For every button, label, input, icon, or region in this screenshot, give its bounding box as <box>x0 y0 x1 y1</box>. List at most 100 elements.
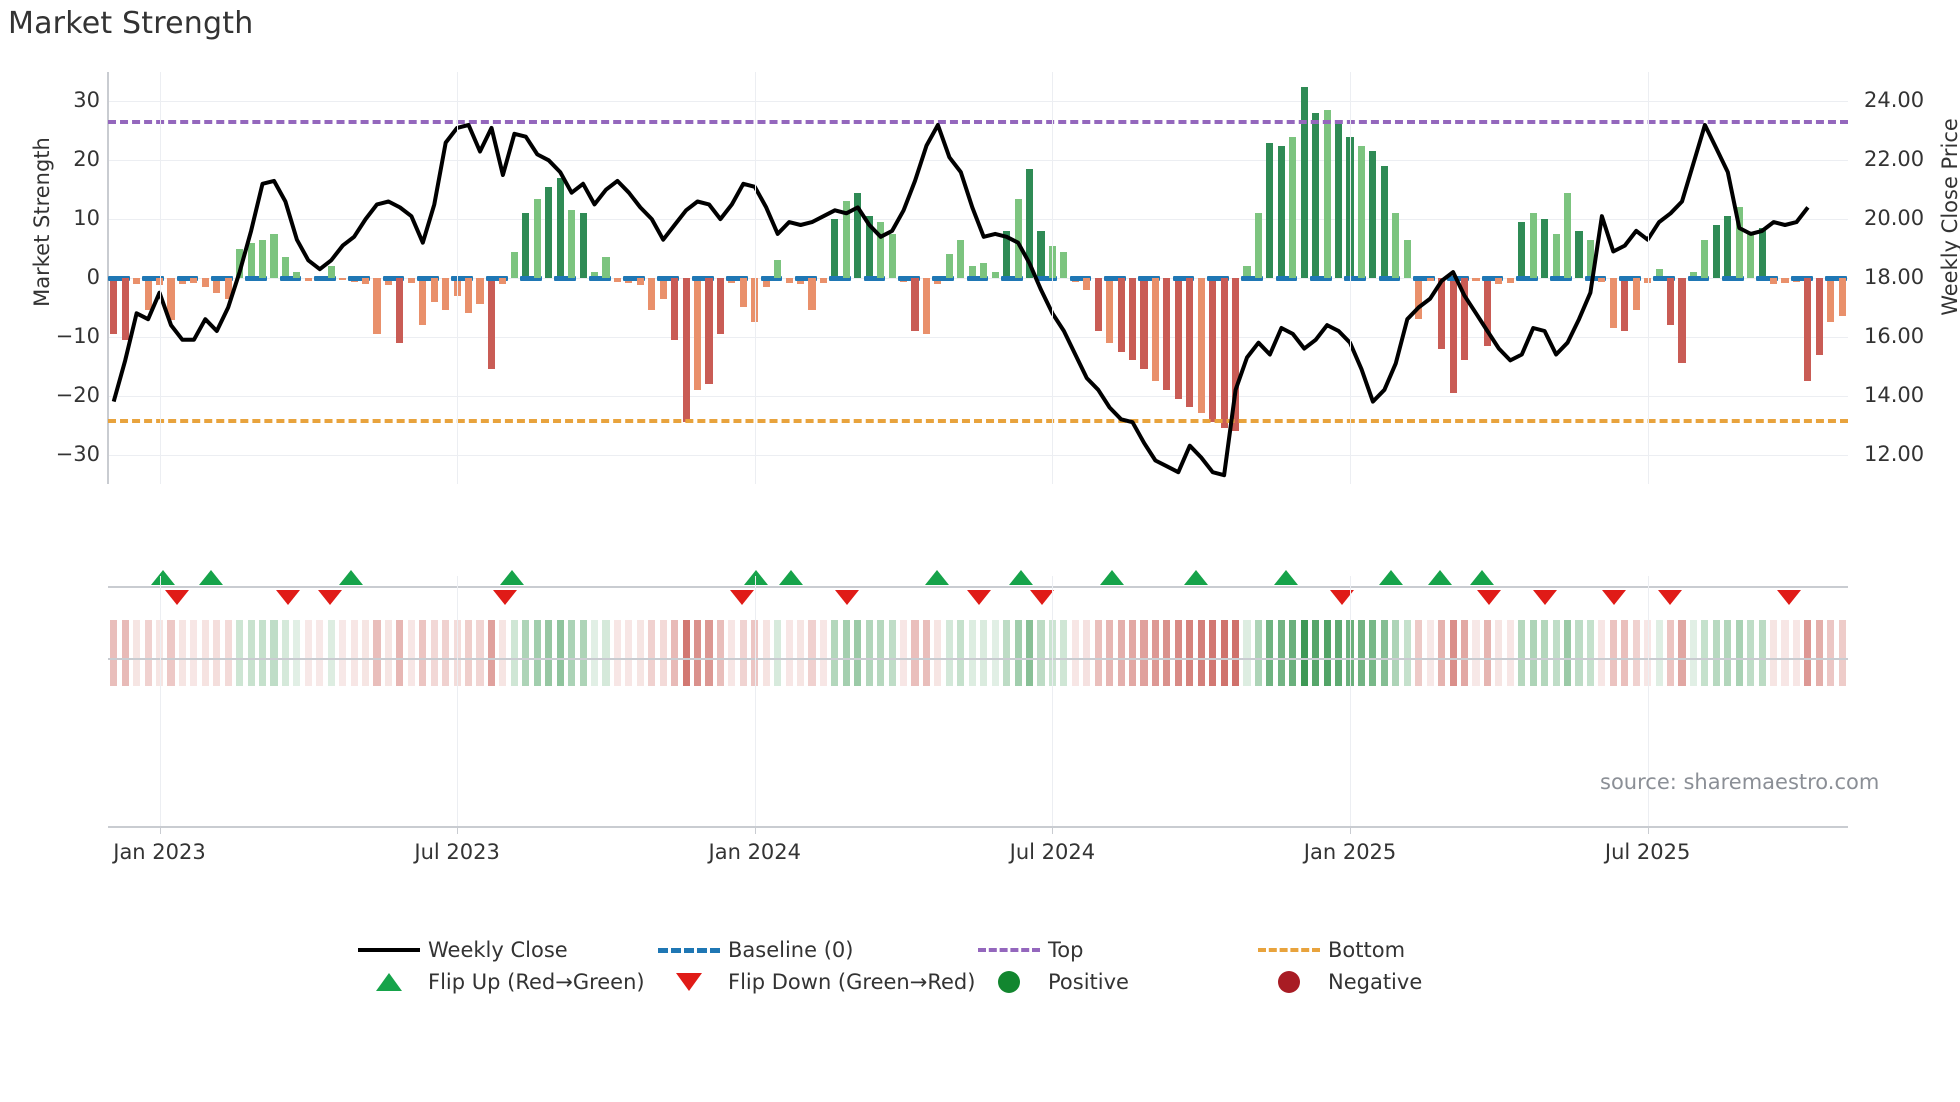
left-axis-tick: 0 <box>86 265 100 289</box>
strength-bar <box>213 278 221 293</box>
strength-bar <box>1266 142 1274 278</box>
heatmap-cell <box>705 620 713 686</box>
left-axis-tick: 20 <box>73 147 100 172</box>
legend-item[interactable]: Negative <box>1250 962 1422 1002</box>
strength-bar <box>705 278 713 384</box>
legend-item[interactable]: Baseline (0) <box>650 930 853 970</box>
legend-item[interactable]: Positive <box>970 962 1129 1002</box>
baseline-segment <box>1000 276 1023 281</box>
gridline <box>108 336 1848 338</box>
strength-bar <box>1804 278 1812 381</box>
heatmap-cell <box>1575 620 1583 686</box>
strength-bar <box>762 278 770 287</box>
heatmap-cell <box>648 620 656 686</box>
dashed-line-icon <box>650 947 728 953</box>
x-axis: Jan 2023 Jul 2023 Jan 2024 Jul 2024 Jan 2025… <box>108 576 1848 886</box>
strength-bar <box>339 278 347 281</box>
x-axis-spine <box>108 826 1848 828</box>
strength-bar <box>373 278 381 334</box>
heatmap-cell <box>1712 620 1720 686</box>
strength-bar <box>144 278 152 311</box>
strength-bar <box>1758 227 1766 278</box>
heatmap-cell <box>1037 620 1045 686</box>
strength-bar <box>133 278 141 284</box>
strength-bar <box>384 278 392 286</box>
strength-bar <box>1438 278 1446 349</box>
circle-icon <box>970 971 1048 993</box>
heatmap-cell <box>716 620 724 686</box>
heatmap-cell <box>1300 620 1308 686</box>
strength-bar <box>1174 278 1182 399</box>
heatmap-cell <box>590 620 599 686</box>
legend-item[interactable]: Top <box>970 930 1083 970</box>
heatmap-cell <box>1014 620 1022 686</box>
heatmap-cell <box>1197 620 1205 686</box>
strength-bar <box>1254 213 1262 278</box>
strength-bar <box>476 278 484 305</box>
strength-bar <box>1197 278 1205 414</box>
legend-item[interactable]: Flip Up (Red→Green) <box>350 962 645 1002</box>
legend-label: Negative <box>1328 970 1423 994</box>
heatmap-cell <box>1827 620 1835 686</box>
strength-bar <box>957 239 965 278</box>
right-axis-tick: 24.00 <box>1864 88 1925 113</box>
baseline-segment <box>1687 276 1710 281</box>
baseline-segment <box>108 276 130 281</box>
x-axis-tick-label: Jul 2023 <box>414 840 500 864</box>
strength-bar <box>1380 166 1388 278</box>
baseline-segment <box>211 276 233 281</box>
heatmap-cell <box>1747 620 1755 686</box>
heatmap-cell <box>1094 620 1102 686</box>
heatmap-cell <box>1025 620 1034 686</box>
heatmap-cell <box>121 620 129 686</box>
x-axis-tickmark <box>159 826 161 834</box>
strength-bar <box>499 278 507 284</box>
baseline-segment <box>176 276 199 281</box>
strength-bar <box>270 233 278 278</box>
baseline-segment <box>1722 276 1744 281</box>
dotted-line-icon <box>1250 948 1328 952</box>
heatmap-cell <box>865 620 873 686</box>
heatmap-cell <box>1632 620 1640 686</box>
x-axis-tick-label: Jan 2023 <box>113 840 206 864</box>
heatmap-cell <box>854 620 862 686</box>
heatmap-cell <box>1357 620 1366 686</box>
baseline-segment <box>966 276 989 281</box>
baseline-segment <box>314 276 336 281</box>
strength-bar <box>1151 278 1159 381</box>
heatmap-cell <box>1563 620 1572 686</box>
heatmap-cell <box>476 620 484 686</box>
heatmap-cell <box>1770 620 1778 686</box>
baseline-segment <box>1516 276 1538 281</box>
baseline-segment <box>1378 276 1401 281</box>
legend-item[interactable]: Weekly Close <box>350 930 568 970</box>
strength-bar <box>1701 239 1709 278</box>
legend-item[interactable]: Bottom <box>1250 930 1405 970</box>
x-axis-tickmark <box>1647 826 1649 834</box>
page-title: Market Strength <box>8 6 254 41</box>
heatmap-cell <box>1174 620 1182 686</box>
triangle-down-icon <box>650 973 728 991</box>
heatmap-cell <box>1781 620 1789 686</box>
strength-bar <box>1025 169 1034 278</box>
legend-label: Weekly Close <box>428 938 568 962</box>
strength-bar <box>362 278 370 284</box>
legend-item[interactable]: Flip Down (Green→Red) <box>650 962 975 1002</box>
heatmap-cell <box>247 620 255 686</box>
baseline-segment <box>142 276 165 281</box>
strength-heatmap-strip <box>108 620 1848 686</box>
heatmap-cell <box>1586 620 1594 686</box>
heatmap-cell <box>659 620 667 686</box>
baseline-segment <box>1550 276 1573 281</box>
triangle-up-icon <box>350 973 428 991</box>
heatmap-cell <box>831 620 839 686</box>
baseline-segment <box>1138 276 1160 281</box>
strength-bar <box>442 278 450 311</box>
heatmap-cell <box>1220 620 1228 686</box>
heatmap-cell <box>236 620 244 686</box>
heatmap-cell <box>762 620 770 686</box>
flip-up-marker <box>339 570 364 585</box>
dotted-line-icon <box>970 948 1048 952</box>
strength-bar <box>1415 278 1423 320</box>
strength-bar <box>236 248 244 278</box>
